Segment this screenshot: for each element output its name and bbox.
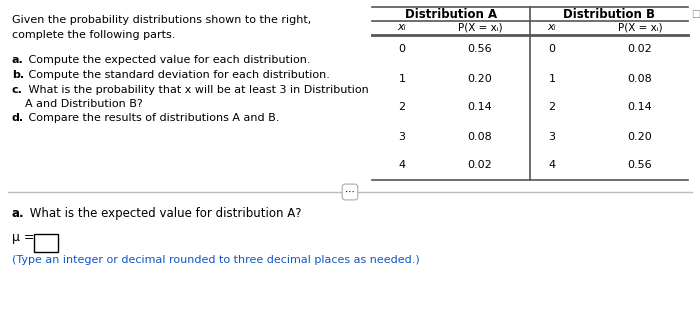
Text: (Type an integer or decimal rounded to three decimal places as needed.): (Type an integer or decimal rounded to t… [12,255,420,265]
Text: 0.14: 0.14 [468,102,492,112]
Text: 0.02: 0.02 [628,45,652,55]
Text: 0.20: 0.20 [628,132,652,141]
Text: 1: 1 [398,73,405,84]
Text: 0: 0 [398,45,405,55]
Text: 0.56: 0.56 [468,45,492,55]
Text: μ =: μ = [12,231,34,244]
Text: Distribution B: Distribution B [563,7,655,20]
Text: □: □ [691,9,700,19]
Text: 2: 2 [548,102,556,112]
Text: a.: a. [12,55,24,65]
Text: 0.14: 0.14 [628,102,652,112]
Text: P(X = xᵢ): P(X = xᵢ) [617,22,662,32]
Text: 0.02: 0.02 [468,161,492,171]
Text: What is the expected value for distribution A?: What is the expected value for distribut… [26,207,302,220]
Text: P(X = xᵢ): P(X = xᵢ) [458,22,503,32]
Text: 0.08: 0.08 [628,73,652,84]
Text: c.: c. [12,85,23,95]
Text: Compute the expected value for each distribution.: Compute the expected value for each dist… [25,55,311,65]
Text: What is the probability that x will be at least 3 in Distribution: What is the probability that x will be a… [25,85,369,95]
Text: xᵢ: xᵢ [547,22,556,32]
Text: Compute the standard deviation for each distribution.: Compute the standard deviation for each … [25,70,330,80]
Text: xᵢ: xᵢ [398,22,406,32]
Text: 4: 4 [398,161,405,171]
Text: 1: 1 [549,73,556,84]
Text: 0.20: 0.20 [468,73,492,84]
Text: 2: 2 [398,102,405,112]
Text: 0.56: 0.56 [628,161,652,171]
Text: complete the following parts.: complete the following parts. [12,30,176,40]
Text: 0: 0 [549,45,556,55]
Text: d.: d. [12,113,24,123]
Text: 3: 3 [398,132,405,141]
Text: b.: b. [12,70,24,80]
Bar [34,234,58,252]
Text: Given the probability distributions shown to the right,: Given the probability distributions show… [12,15,311,25]
Text: Compare the results of distributions A and B.: Compare the results of distributions A a… [25,113,279,123]
Text: Distribution A: Distribution A [405,7,497,20]
Text: ⋯: ⋯ [345,187,355,197]
Text: 0.08: 0.08 [468,132,492,141]
Text: 4: 4 [548,161,556,171]
Text: a.: a. [12,207,24,220]
Text: A and Distribution B?: A and Distribution B? [25,99,143,109]
Text: 3: 3 [549,132,556,141]
